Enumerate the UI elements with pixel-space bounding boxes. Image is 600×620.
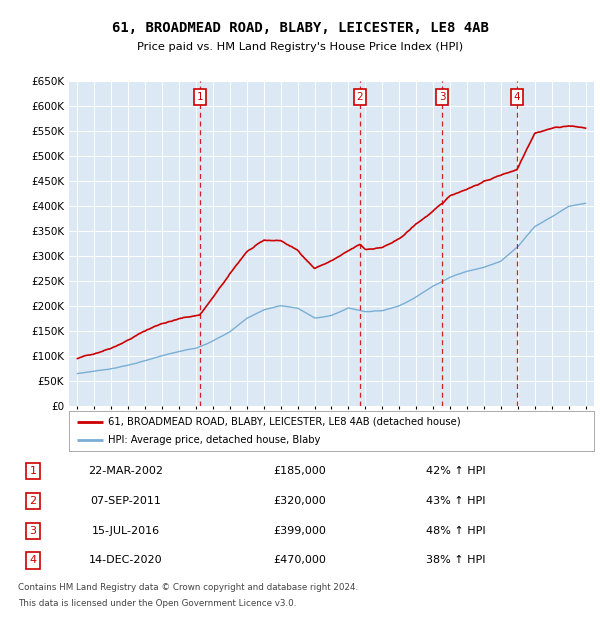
Text: 1: 1 xyxy=(196,92,203,102)
Text: 48% ↑ HPI: 48% ↑ HPI xyxy=(426,526,486,536)
Text: 22-MAR-2002: 22-MAR-2002 xyxy=(89,466,163,476)
Text: 61, BROADMEAD ROAD, BLABY, LEICESTER, LE8 4AB: 61, BROADMEAD ROAD, BLABY, LEICESTER, LE… xyxy=(112,21,488,35)
Text: 2: 2 xyxy=(29,496,37,506)
Text: 3: 3 xyxy=(439,92,446,102)
Text: 1: 1 xyxy=(29,466,37,476)
Text: 07-SEP-2011: 07-SEP-2011 xyxy=(91,496,161,506)
Text: £399,000: £399,000 xyxy=(274,526,326,536)
Text: £470,000: £470,000 xyxy=(274,556,326,565)
Text: 61, BROADMEAD ROAD, BLABY, LEICESTER, LE8 4AB (detached house): 61, BROADMEAD ROAD, BLABY, LEICESTER, LE… xyxy=(109,417,461,427)
Text: HPI: Average price, detached house, Blaby: HPI: Average price, detached house, Blab… xyxy=(109,435,321,446)
Text: 2: 2 xyxy=(356,92,363,102)
Text: 42% ↑ HPI: 42% ↑ HPI xyxy=(426,466,486,476)
Text: 43% ↑ HPI: 43% ↑ HPI xyxy=(426,496,486,506)
Text: £320,000: £320,000 xyxy=(274,496,326,506)
Text: £185,000: £185,000 xyxy=(274,466,326,476)
Text: 38% ↑ HPI: 38% ↑ HPI xyxy=(426,556,486,565)
Text: Contains HM Land Registry data © Crown copyright and database right 2024.: Contains HM Land Registry data © Crown c… xyxy=(18,583,358,592)
Text: 15-JUL-2016: 15-JUL-2016 xyxy=(92,526,160,536)
Text: This data is licensed under the Open Government Licence v3.0.: This data is licensed under the Open Gov… xyxy=(18,600,296,608)
Text: 3: 3 xyxy=(29,526,37,536)
Text: Price paid vs. HM Land Registry's House Price Index (HPI): Price paid vs. HM Land Registry's House … xyxy=(137,42,463,51)
Text: 4: 4 xyxy=(514,92,520,102)
Text: 14-DEC-2020: 14-DEC-2020 xyxy=(89,556,163,565)
Text: 4: 4 xyxy=(29,556,37,565)
